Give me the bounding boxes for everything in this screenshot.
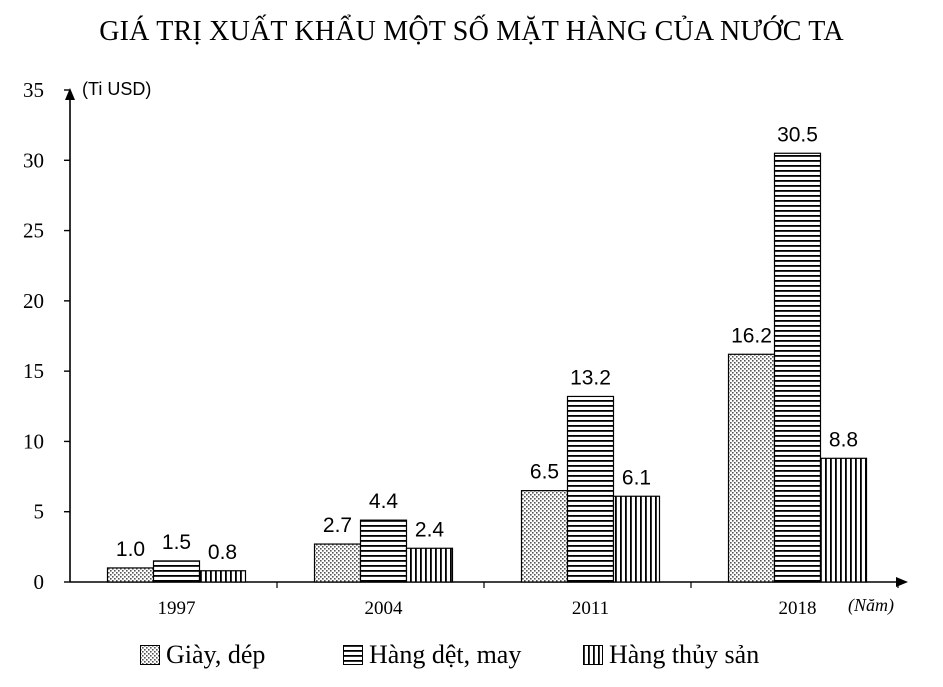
bar-giay-dep-2011 [520, 490, 569, 583]
y-tick-label: 35 [23, 78, 44, 102]
dotted-pattern-swatch-icon [140, 645, 160, 665]
data-label-hang-thuy-san-2004: 2.4 [415, 518, 445, 541]
data-label-hang-det-may-1997: 1.5 [162, 531, 191, 554]
data-label-hang-thuy-san-2011: 6.1 [622, 466, 651, 489]
chart-plot: (Ti USD) (Năm) 0 5 10 15 20 25 30 35 1997 2004 20… [23, 78, 908, 619]
legend-item-hang-thuy-san: Hàng thủy sản [583, 640, 759, 670]
bar-giay-dep-2004 [313, 543, 362, 583]
x-ticks: 1997 2004 2011 2018 [158, 582, 899, 619]
y-axis-label: (Ti USD) [82, 79, 151, 99]
data-label-hang-det-may-2004: 4.4 [369, 490, 399, 513]
y-tick-label: 30 [23, 148, 44, 172]
legend: Giày, dép Hàng dệt, may Hàng thủy sản [0, 640, 943, 680]
legend-label: Hàng thủy sản [609, 640, 760, 669]
y-tick-label: 10 [23, 429, 44, 453]
x-axis-arrow [896, 577, 908, 587]
bar-hang-det-may-2018 [773, 152, 822, 583]
y-tick-label: 20 [23, 289, 44, 313]
y-tick-label: 15 [23, 359, 44, 383]
y-tick-label: 25 [23, 219, 44, 243]
chart-title: GIÁ TRỊ XUẤT KHẨU MỘT SỐ MẶT HÀNG CỦA NƯ… [99, 16, 844, 47]
y-tick-label: 0 [34, 570, 45, 594]
data-label-giay-dep-2018: 16.2 [731, 324, 772, 347]
legend-item-giay-dep: Giày, dép [140, 640, 265, 670]
y-axis-arrow [65, 88, 75, 100]
x-axis-label: (Năm) [848, 595, 894, 616]
data-label-hang-det-may-2011: 13.2 [570, 366, 611, 389]
bars [106, 152, 868, 583]
x-category-label: 2004 [365, 598, 404, 619]
bar-hang-thuy-san-2018 [819, 457, 868, 583]
bar-giay-dep-1997 [106, 567, 155, 583]
vertical-lines-swatch-icon [583, 645, 603, 665]
horizontal-lines-swatch-icon [343, 645, 363, 665]
legend-item-hang-det-may: Hàng dệt, may [343, 640, 521, 670]
bar-hang-det-may-1997 [152, 560, 201, 583]
legend-label: Giày, dép [166, 640, 266, 669]
y-tick-label: 5 [34, 500, 45, 524]
data-label-hang-det-may-2018: 30.5 [777, 123, 818, 146]
bar-hang-thuy-san-2004 [405, 547, 454, 583]
bar-hang-det-may-2011 [566, 395, 615, 583]
data-labels: 1.0 1.5 0.8 2.7 4.4 2.4 6.5 13.2 6.1 16.2 30.5 8.8 [116, 123, 858, 563]
bar-hang-thuy-san-2011 [612, 495, 661, 583]
x-category-label: 2018 [779, 598, 817, 619]
bar-hang-det-may-2004 [359, 519, 408, 583]
bar-giay-dep-2018 [727, 353, 776, 583]
data-label-giay-dep-2004: 2.7 [323, 514, 352, 537]
x-category-label: 1997 [158, 598, 196, 619]
bar-hang-thuy-san-1997 [198, 570, 247, 583]
data-label-hang-thuy-san-2018: 8.8 [829, 428, 858, 451]
data-label-giay-dep-2011: 6.5 [530, 461, 559, 484]
data-label-hang-thuy-san-1997: 0.8 [208, 541, 237, 564]
y-ticks: 0 5 10 15 20 25 30 35 [23, 78, 70, 594]
legend-label: Hàng dệt, may [369, 640, 522, 669]
data-label-giay-dep-1997: 1.0 [116, 538, 145, 561]
x-category-label: 2011 [572, 598, 609, 619]
